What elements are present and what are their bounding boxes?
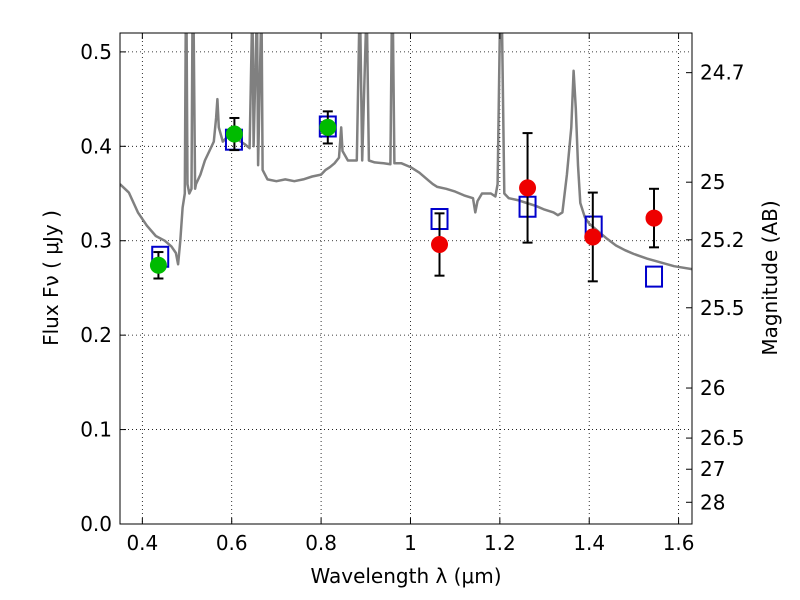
template-spectrum-line bbox=[120, 33, 692, 271]
y2-tick-label: 26 bbox=[700, 376, 725, 400]
x-axis-label: Wavelength λ (μm) bbox=[310, 564, 501, 588]
x-axis-ticks: 0.4 0.6 0.8 1 1.2 1.4 1.6 bbox=[126, 33, 695, 555]
y-tick-label: 0.0 bbox=[80, 512, 112, 536]
green-flux-point bbox=[225, 125, 243, 143]
plot-background bbox=[120, 33, 692, 524]
green-flux-point bbox=[319, 118, 337, 136]
y2-axis-ticks: 24.7 25 25.2 25.5 26 26.5 27 28 bbox=[686, 61, 745, 514]
x-tick-label: 1.4 bbox=[573, 531, 605, 555]
x-tick-label: 1.2 bbox=[484, 531, 516, 555]
y-axis-ticks: 0.0 0.1 0.2 0.3 0.4 0.5 bbox=[80, 40, 126, 536]
y2-tick-label: 28 bbox=[700, 490, 725, 514]
y2-axis-label: Magnitude (AB) bbox=[758, 200, 782, 355]
x-tick-label: 0.8 bbox=[305, 531, 337, 555]
red-flux-point bbox=[584, 228, 602, 246]
x-tick-label: 0.4 bbox=[126, 531, 158, 555]
green-flux-point bbox=[149, 256, 167, 274]
y2-tick-label: 25 bbox=[700, 170, 725, 194]
x-tick-label: 1.6 bbox=[663, 531, 695, 555]
plot-frame bbox=[119, 32, 693, 525]
y-axis-label: Flux Fν ( μJy ) bbox=[39, 210, 63, 346]
red-flux-point bbox=[431, 236, 449, 254]
red-flux-point bbox=[519, 179, 537, 197]
y-tick-label: 0.1 bbox=[80, 418, 112, 442]
y2-tick-label: 25.2 bbox=[700, 228, 745, 252]
red-flux-point bbox=[645, 209, 663, 227]
y2-tick-label: 26.5 bbox=[700, 426, 745, 450]
y-tick-label: 0.4 bbox=[80, 134, 112, 158]
x-tick-label: 0.6 bbox=[216, 531, 248, 555]
y-tick-label: 0.2 bbox=[80, 323, 112, 347]
y2-tick-label: 25.5 bbox=[700, 296, 745, 320]
y-tick-label: 0.5 bbox=[80, 40, 112, 64]
x-tick-label: 1 bbox=[404, 531, 417, 555]
data-series bbox=[120, 33, 692, 288]
y-tick-label: 0.3 bbox=[80, 229, 112, 253]
y2-tick-label: 24.7 bbox=[700, 61, 745, 85]
y2-tick-label: 27 bbox=[700, 457, 725, 481]
model-flux-square bbox=[645, 265, 664, 288]
